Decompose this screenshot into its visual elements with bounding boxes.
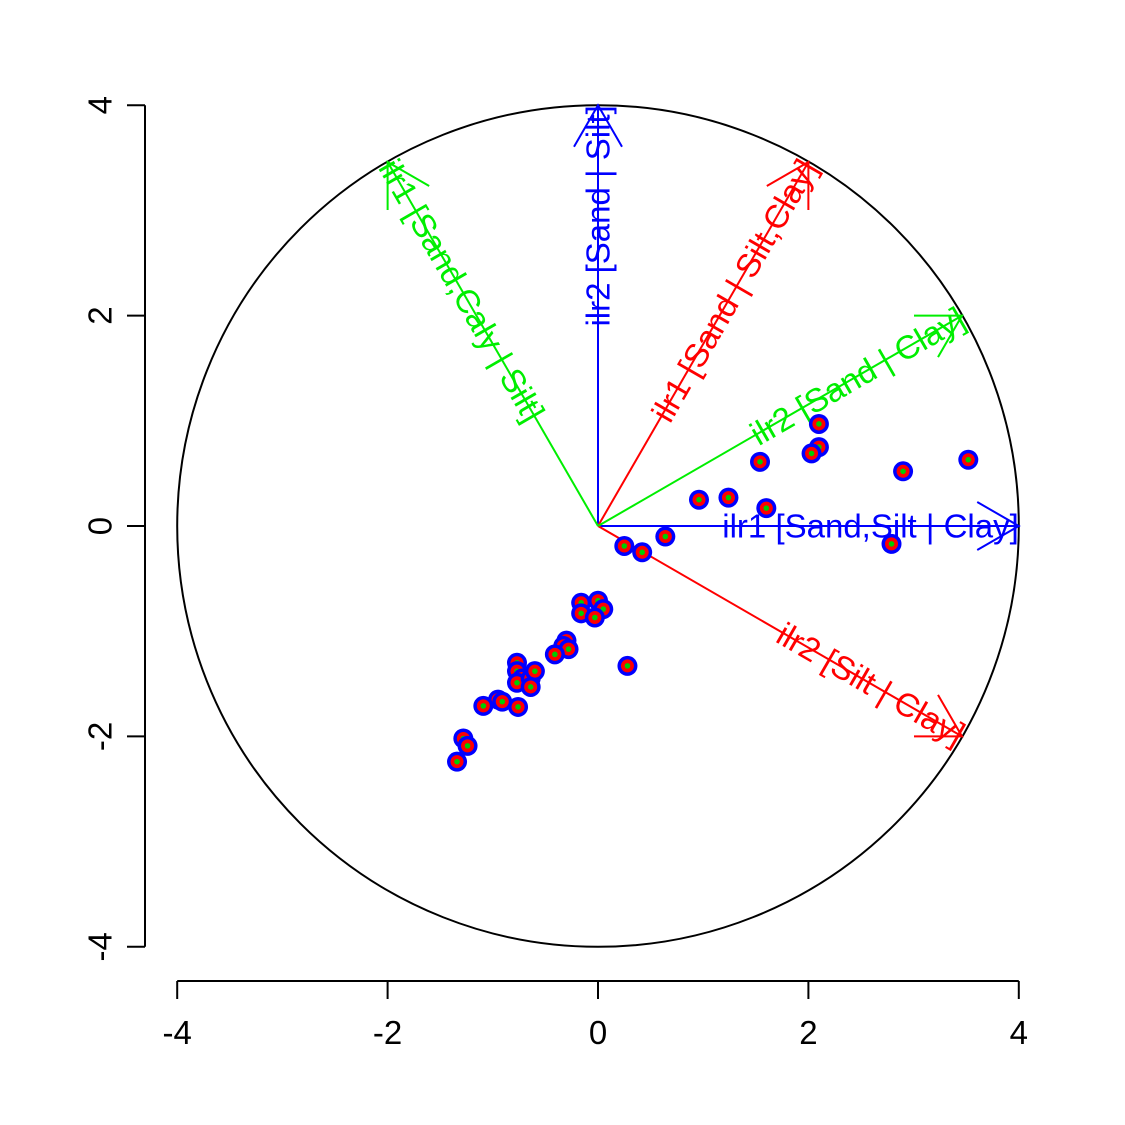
y-tick-label: 2	[82, 306, 119, 324]
data-point	[655, 526, 676, 547]
arrow-shaft	[386, 161, 599, 527]
data-point	[614, 535, 635, 556]
arrow-label: ilr2 [Sand | Clay]	[744, 300, 972, 453]
x-tick-label: -4	[163, 1014, 192, 1051]
y-axis: -4 -2 0 2 4	[82, 96, 146, 961]
data-point	[881, 533, 902, 554]
loading-arrow: ilr1 [Sand | Silt,Clay]	[597, 153, 824, 527]
data-point	[756, 498, 777, 519]
data-point	[718, 487, 739, 508]
arrow-shaft	[597, 525, 963, 738]
data-point	[492, 691, 513, 712]
arrow-label: ilr2 [Silt | Clay]	[771, 615, 972, 752]
arrow-head	[573, 103, 623, 148]
x-tick-label: 2	[799, 1014, 817, 1051]
arrow-label: ilr1 [Sand | Silt,Clay]	[644, 153, 824, 428]
arrow-label: ilr2 [Sand | Silt]	[580, 105, 617, 326]
x-axis: -4 -2 0 2 4	[163, 980, 1028, 1051]
data-point	[447, 751, 468, 772]
data-point	[508, 696, 529, 717]
data-point	[893, 461, 914, 482]
data-point	[801, 443, 822, 464]
arrow-head	[913, 314, 964, 358]
y-tick-label: -2	[82, 722, 119, 751]
data-point	[520, 676, 541, 697]
data-point	[457, 735, 478, 756]
arrow-head	[976, 501, 1021, 551]
arrow-head	[766, 160, 810, 211]
data-point	[473, 695, 494, 716]
y-tick-label: -4	[82, 932, 119, 961]
y-tick-label: 0	[82, 517, 119, 535]
y-tick-label: 4	[82, 96, 119, 114]
data-point	[544, 644, 565, 665]
arrow-head	[913, 694, 964, 738]
data-point	[617, 655, 638, 676]
data-point	[958, 449, 979, 470]
data-point	[584, 607, 605, 628]
arrow-head	[386, 160, 430, 211]
loading-arrow: ilr1 [Sand,Caly | Silt]	[372, 153, 599, 527]
arrow-shaft	[597, 314, 963, 527]
data-points	[447, 413, 979, 772]
arrow-label: ilr1 [Sand,Caly | Silt]	[372, 153, 552, 428]
x-tick-label: 0	[589, 1014, 607, 1051]
data-point	[524, 661, 545, 682]
x-tick-label: -2	[373, 1014, 402, 1051]
loading-arrow: ilr2 [Silt | Clay]	[597, 525, 972, 752]
data-point	[808, 413, 829, 434]
loading-arrows: ilr1 [Sand,Silt | Clay]ilr2 [Sand | Silt…	[372, 103, 1021, 752]
loading-arrow: ilr2 [Sand | Silt]	[573, 103, 623, 526]
data-point	[688, 489, 709, 510]
data-point	[750, 451, 771, 472]
arrow-shaft	[597, 161, 810, 527]
data-point	[632, 542, 653, 563]
x-tick-label: 4	[1010, 1014, 1028, 1051]
